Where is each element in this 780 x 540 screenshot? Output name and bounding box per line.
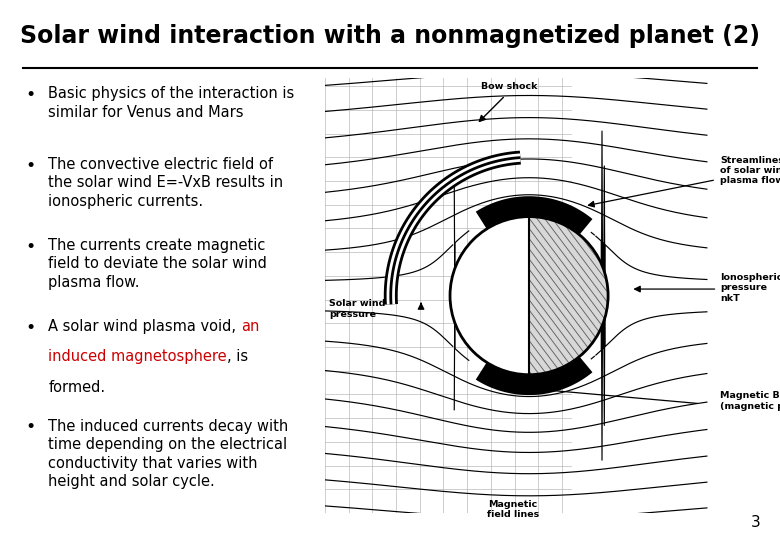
Text: 3: 3 — [750, 515, 760, 530]
Text: induced magnetosphere: induced magnetosphere — [48, 349, 227, 364]
Text: Ionospheric
pressure
nkT: Ionospheric pressure nkT — [720, 273, 780, 302]
Wedge shape — [450, 217, 529, 375]
Text: Streamlines
of solar wind
plasma flow: Streamlines of solar wind plasma flow — [720, 156, 780, 185]
Text: Solar wind
pressure: Solar wind pressure — [329, 299, 385, 319]
Text: Magnetic Barrier
(magnetic pressure): Magnetic Barrier (magnetic pressure) — [720, 392, 780, 411]
Text: •: • — [26, 319, 36, 336]
Wedge shape — [529, 217, 608, 375]
Text: Bow shock: Bow shock — [481, 83, 537, 91]
Text: The convective electric field of
the solar wind E=-VxB results in
ionospheric cu: The convective electric field of the sol… — [48, 157, 283, 209]
Polygon shape — [476, 357, 593, 395]
Text: The currents create magnetic
field to deviate the solar wind
plasma flow.: The currents create magnetic field to de… — [48, 238, 268, 290]
Text: Basic physics of the interaction is
similar for Venus and Mars: Basic physics of the interaction is simi… — [48, 86, 295, 120]
Text: an: an — [241, 319, 260, 334]
Text: Solar wind interaction with a nonmagnetized planet (2): Solar wind interaction with a nonmagneti… — [20, 24, 760, 48]
Text: The induced currents decay with
time depending on the electrical
conductivity th: The induced currents decay with time dep… — [48, 418, 289, 489]
Text: •: • — [26, 418, 36, 436]
Text: Magnetic
field lines: Magnetic field lines — [488, 500, 540, 519]
Text: A solar wind plasma void,: A solar wind plasma void, — [48, 319, 241, 334]
Text: •: • — [26, 157, 36, 174]
Text: •: • — [26, 86, 36, 104]
Text: •: • — [26, 238, 36, 255]
Polygon shape — [476, 196, 593, 234]
Text: , is: , is — [227, 349, 248, 364]
Text: formed.: formed. — [48, 380, 105, 395]
